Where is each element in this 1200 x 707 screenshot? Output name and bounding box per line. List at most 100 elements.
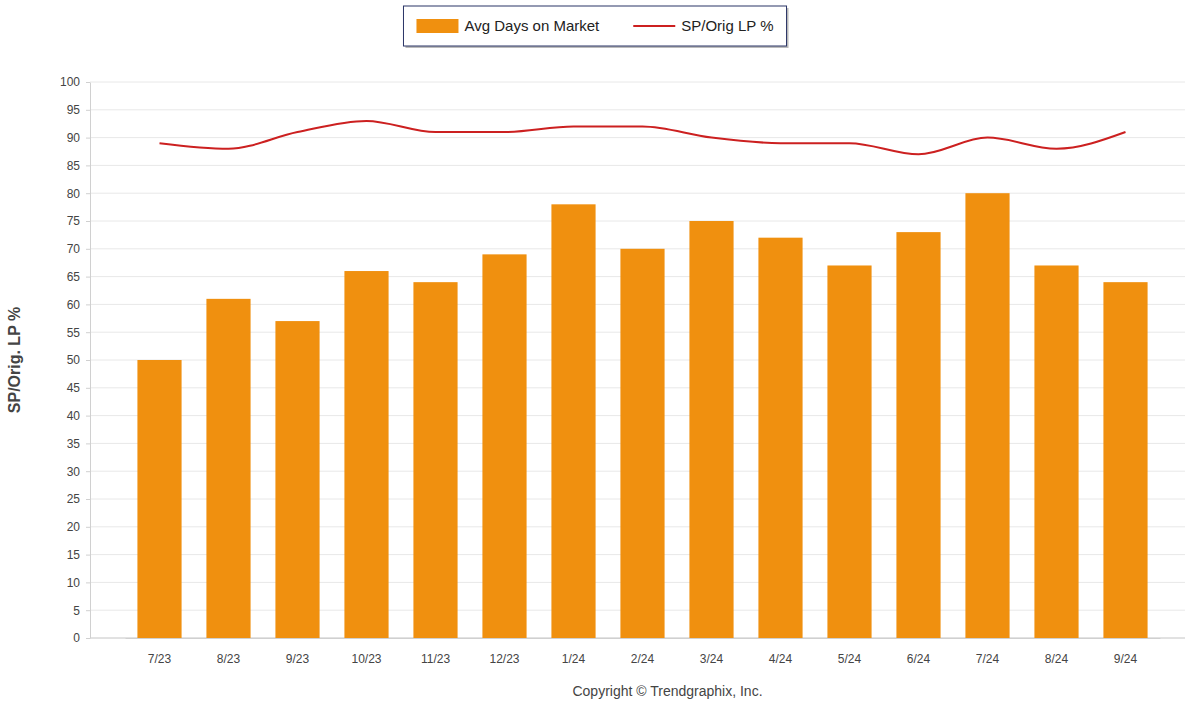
plot-area: [137, 121, 1147, 638]
x-tick-label: 9/24: [1114, 652, 1138, 666]
annotation: Copyright © Trendgraphix, Inc.: [572, 683, 762, 699]
y-tick-mark: [86, 610, 90, 611]
x-tick: 7/24: [976, 638, 1000, 666]
y-tick-label: 45: [67, 381, 81, 395]
y-tick-label: 70: [67, 242, 81, 256]
y-tick-label: 25: [67, 492, 81, 506]
y-axis-line: [90, 83, 91, 639]
x-tick: 10/23: [351, 638, 381, 666]
x-tick-label: 7/24: [976, 652, 1000, 666]
grid-line: [90, 193, 1185, 194]
x-tick-label: 9/23: [286, 652, 310, 666]
x-tick-label: 7/23: [148, 652, 172, 666]
y-tick: 75: [67, 214, 90, 228]
y-tick: 0: [73, 631, 90, 645]
y-tick-mark: [86, 110, 90, 111]
y-tick-mark: [86, 443, 90, 444]
legend-item: SP/Orig LP %: [633, 17, 773, 34]
bar: [896, 232, 940, 638]
x-tick: 9/24: [1114, 638, 1138, 666]
y-tick: 90: [67, 131, 90, 145]
grid-line: [90, 137, 1185, 138]
y-tick: 50: [67, 353, 90, 367]
y-tick-label: 0: [73, 631, 80, 645]
bar: [689, 221, 733, 638]
x-tick: 11/23: [421, 638, 450, 666]
y-tick-mark: [86, 165, 90, 166]
x-tick-label: 8/23: [217, 652, 241, 666]
bar: [965, 193, 1009, 638]
grid-line: [90, 82, 1185, 83]
y-tick-mark: [86, 277, 90, 278]
y-tick: 85: [67, 159, 90, 173]
y-tick-label: 55: [67, 326, 81, 340]
x-axis: 7/23 8/23 9/23 10/23 11/23 12/23 1/24 2/24 3/24 4…: [126, 638, 1161, 666]
y-tick-mark: [86, 249, 90, 250]
y-tick: 25: [67, 492, 90, 506]
y-tick-label: 100: [60, 75, 80, 89]
legend: Avg Days on Market SP/Orig LP %: [403, 6, 788, 48]
x-tick-label: 6/24: [907, 652, 931, 666]
y-tick-label: 90: [67, 131, 81, 145]
y-tick: 95: [67, 103, 90, 117]
bar: [413, 282, 457, 638]
y-tick-mark: [86, 221, 90, 222]
x-tick: 12/23: [489, 638, 519, 666]
y-tick: 80: [67, 187, 90, 201]
bar-series: [137, 193, 1147, 638]
x-tick-label: 4/24: [769, 652, 793, 666]
y-tick-mark: [86, 332, 90, 333]
y-tick-mark: [86, 527, 90, 528]
grid: [90, 82, 1185, 638]
y-tick-mark: [86, 138, 90, 139]
grid-line: [90, 165, 1185, 166]
y-tick: 100: [60, 75, 90, 89]
x-tick: 2/24: [631, 638, 655, 666]
x-tick: 3/24: [700, 638, 724, 666]
legend-label: SP/Orig LP %: [681, 17, 773, 34]
y-axis: 0510152025303540455055606570758085909510…: [60, 75, 91, 645]
y-tick-label: 10: [67, 576, 81, 590]
y-tick-label: 60: [67, 298, 81, 312]
y-tick-mark: [86, 499, 90, 500]
y-tick: 35: [67, 437, 90, 451]
x-tick-label: 10/23: [351, 652, 381, 666]
x-tick: 1/24: [562, 638, 586, 666]
x-tick: 4/24: [769, 638, 793, 666]
y-tick-mark: [86, 638, 90, 639]
bar: [827, 265, 871, 638]
y-tick-label: 15: [67, 548, 81, 562]
bar: [275, 321, 319, 638]
y-tick-mark: [86, 416, 90, 417]
bar: [206, 299, 250, 638]
bar: [551, 204, 595, 638]
legend-swatch: [416, 19, 458, 33]
bar: [620, 249, 664, 638]
legend-item: Avg Days on Market: [416, 17, 600, 34]
x-tick-label: 2/24: [631, 652, 655, 666]
y-tick: 55: [67, 326, 90, 340]
y-tick-label: 85: [67, 159, 81, 173]
y-tick-label: 5: [73, 604, 80, 618]
y-tick-mark: [86, 388, 90, 389]
chart: 0510152025303540455055606570758085909510…: [0, 0, 1200, 707]
x-tick-label: 3/24: [700, 652, 724, 666]
bar: [758, 238, 802, 638]
y-tick-label: 65: [67, 270, 81, 284]
x-tick-label: 11/23: [421, 652, 450, 666]
legend-swatch: [633, 25, 675, 27]
y-tick: 30: [67, 465, 90, 479]
y-tick-mark: [86, 555, 90, 556]
y-tick-mark: [86, 582, 90, 583]
grid-line: [90, 221, 1185, 222]
x-tick-label: 12/23: [489, 652, 519, 666]
legend-box: [403, 6, 786, 46]
y-tick-label: 35: [67, 437, 81, 451]
bar: [1034, 265, 1078, 638]
y-tick-label: 20: [67, 520, 81, 534]
y-tick-mark: [86, 304, 90, 305]
bar: [482, 254, 526, 638]
y-tick-mark: [86, 360, 90, 361]
legend-label: Avg Days on Market: [464, 17, 600, 34]
y-tick: 15: [67, 548, 90, 562]
